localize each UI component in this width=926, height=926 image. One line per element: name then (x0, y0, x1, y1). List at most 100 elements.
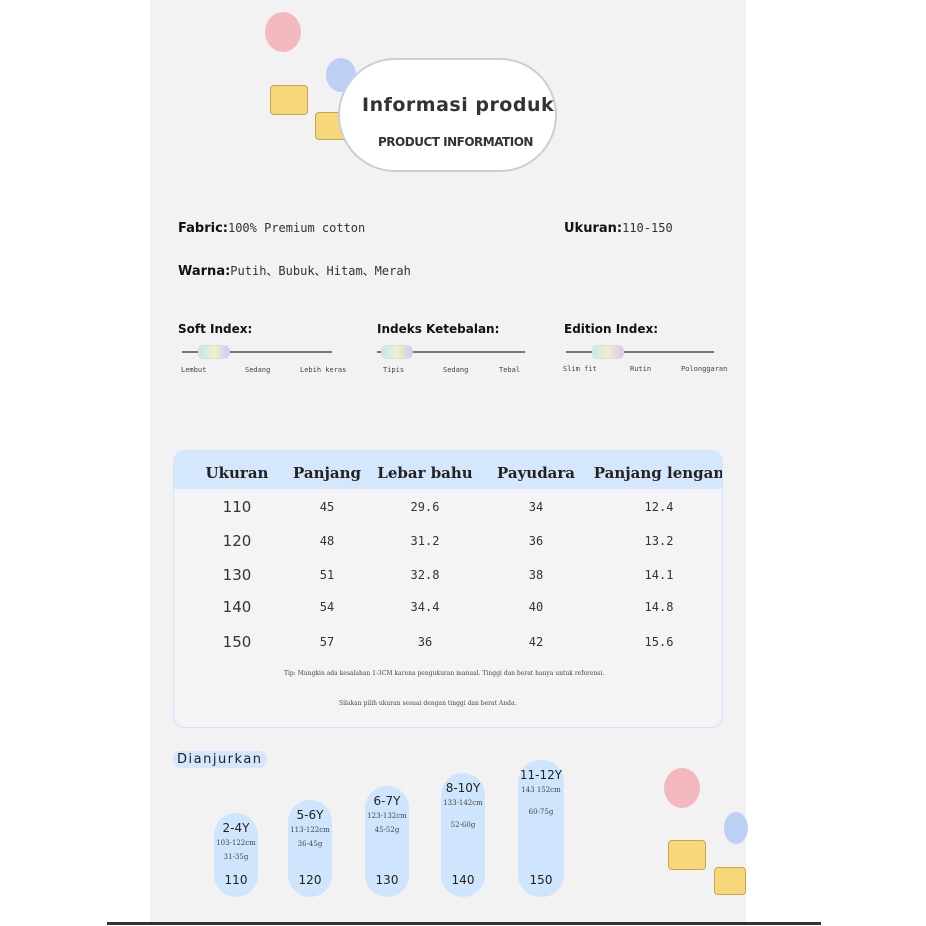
bow-slider-handle-icon (381, 345, 413, 359)
height-range: 103-122cm (216, 839, 256, 847)
weight-range: 45-52g (374, 826, 400, 834)
table-cell: 13.2 (644, 534, 674, 548)
table-cell: 31.2 (410, 534, 440, 548)
fabric-value: 100% Premium cotton (227, 221, 366, 235)
height-range: 123-132cm (367, 812, 407, 820)
size-recommendation-card: 5-6Y 113-122cm 36-45g 120 (288, 800, 332, 897)
table-cell: 14.1 (644, 568, 674, 582)
table-cell: 40 (528, 600, 544, 614)
table-cell: 45 (319, 500, 335, 514)
table-cell: 32.8 (410, 568, 440, 582)
thickness-index: Indeks Ketebalan: Tipis Sedang Tebal (377, 322, 557, 374)
table-cell: 51 (319, 568, 335, 582)
tick-label: Polonggaran (681, 365, 728, 373)
table-cell: 150 (222, 633, 252, 651)
age-range: 6-7Y (373, 794, 401, 808)
pink-balloon-icon (664, 768, 700, 808)
table-cell: 42 (528, 635, 544, 649)
tick-label: Tipis (383, 366, 405, 374)
gift-box-icon (668, 840, 706, 870)
size-info: Ukuran:110-150 (564, 221, 673, 236)
table-cell: 36 (417, 635, 433, 649)
table-cell: 14.8 (644, 600, 674, 614)
table-note: Silakan pilih ukuran sesuai dengan tingg… (339, 700, 517, 707)
tick-label: Slim fit (563, 365, 597, 373)
size-value: 150 (529, 873, 553, 887)
blue-balloon-icon (724, 812, 748, 844)
recommended-label: Dianjurkan (173, 751, 267, 768)
tick-label: Sedang (443, 366, 469, 374)
table-cell: 54 (319, 600, 335, 614)
bow-slider-handle-icon (198, 345, 230, 359)
size-table: Ukuran Panjang Lebar bahu Payudara Panjang l… (173, 450, 723, 728)
size-recommendation-card: 11-12Y 143 152cm 60-75g 150 (518, 760, 564, 897)
page-title: Informasi produk (362, 94, 555, 116)
color-label: Warna: (178, 264, 231, 279)
table-header (174, 451, 722, 489)
age-range: 2-4Y (222, 821, 250, 835)
size-recommendation-card: 8-10Y 133-142cm 52-60g 140 (441, 773, 485, 897)
column-header: Panjang lengan (593, 464, 723, 482)
table-cell: 34 (528, 500, 544, 514)
gift-box-icon (714, 867, 746, 895)
soft-index: Soft Index: Lembut Sedang Lebih keras (178, 322, 358, 374)
table-cell: 130 (222, 566, 252, 584)
index-title: Edition Index: (564, 322, 658, 336)
table-cell: 48 (319, 534, 335, 548)
page-subtitle: PRODUCT INFORMATION (378, 135, 533, 149)
tick-label: Tebal (499, 366, 521, 374)
height-range: 133-142cm (443, 799, 483, 807)
fabric-info: Fabric:100% Premium cotton (178, 221, 365, 236)
table-cell: 12.4 (644, 500, 674, 514)
size-value: 120 (298, 873, 322, 887)
table-cell: 140 (222, 598, 252, 616)
index-slider-track (182, 351, 332, 353)
age-range: 8-10Y (445, 781, 481, 795)
table-cell: 110 (222, 498, 252, 516)
table-cell: 38 (528, 568, 544, 582)
size-value: 110-150 (622, 221, 673, 235)
column-header: Ukuran (205, 464, 269, 482)
edition-index: Edition Index: Slim fit Rutin Polonggara… (563, 322, 744, 373)
divider (107, 922, 821, 925)
table-cell: 34.4 (410, 600, 440, 614)
color-value: Putih、Bubuk、Hitam、Merah (230, 264, 411, 278)
tick-label: Rutin (630, 365, 652, 373)
size-label: Ukuran: (564, 221, 623, 236)
size-recommendation-card: 6-7Y 123-132cm 45-52g 130 (365, 786, 409, 897)
gift-box-icon (270, 85, 308, 115)
table-cell: 120 (222, 532, 252, 550)
table-cell: 36 (528, 534, 544, 548)
weight-range: 52-60g (450, 821, 476, 829)
bow-slider-handle-icon (592, 345, 624, 359)
color-info: Warna:Putih、Bubuk、Hitam、Merah (178, 262, 411, 279)
index-slider-track (377, 351, 525, 353)
cloud-badge (340, 60, 555, 170)
column-header: Panjang (292, 464, 362, 482)
tick-label: Lembut (181, 366, 207, 374)
index-title: Soft Index: (178, 322, 253, 336)
table-cell: 57 (319, 635, 335, 649)
fabric-label: Fabric: (178, 221, 228, 236)
column-header: Payudara (496, 464, 576, 482)
size-value: 130 (375, 873, 399, 887)
tick-label: Sedang (245, 366, 271, 374)
table-cell: 29.6 (410, 500, 440, 514)
size-recommendation-card: 2-4Y 103-122cm 31-35g 110 (214, 813, 258, 897)
height-range: 143 152cm (521, 786, 561, 794)
weight-range: 31-35g (223, 853, 249, 861)
size-value: 110 (224, 873, 248, 887)
table-cell: 15.6 (644, 635, 674, 649)
column-header: Lebar bahu (377, 464, 473, 482)
age-range: 5-6Y (296, 808, 324, 822)
index-slider-track (566, 351, 714, 353)
size-value: 140 (451, 873, 475, 887)
index-title: Indeks Ketebalan: (377, 322, 500, 336)
age-range: 11-12Y (519, 768, 563, 782)
tick-label: Lebih keras (300, 366, 347, 374)
weight-range: 60-75g (528, 808, 554, 816)
pink-balloon-icon (265, 12, 301, 52)
weight-range: 36-45g (297, 840, 323, 848)
table-note: Tip: Mungkin ada kesalahan 1-3CM karena … (284, 670, 605, 677)
height-range: 113-122cm (290, 826, 330, 834)
